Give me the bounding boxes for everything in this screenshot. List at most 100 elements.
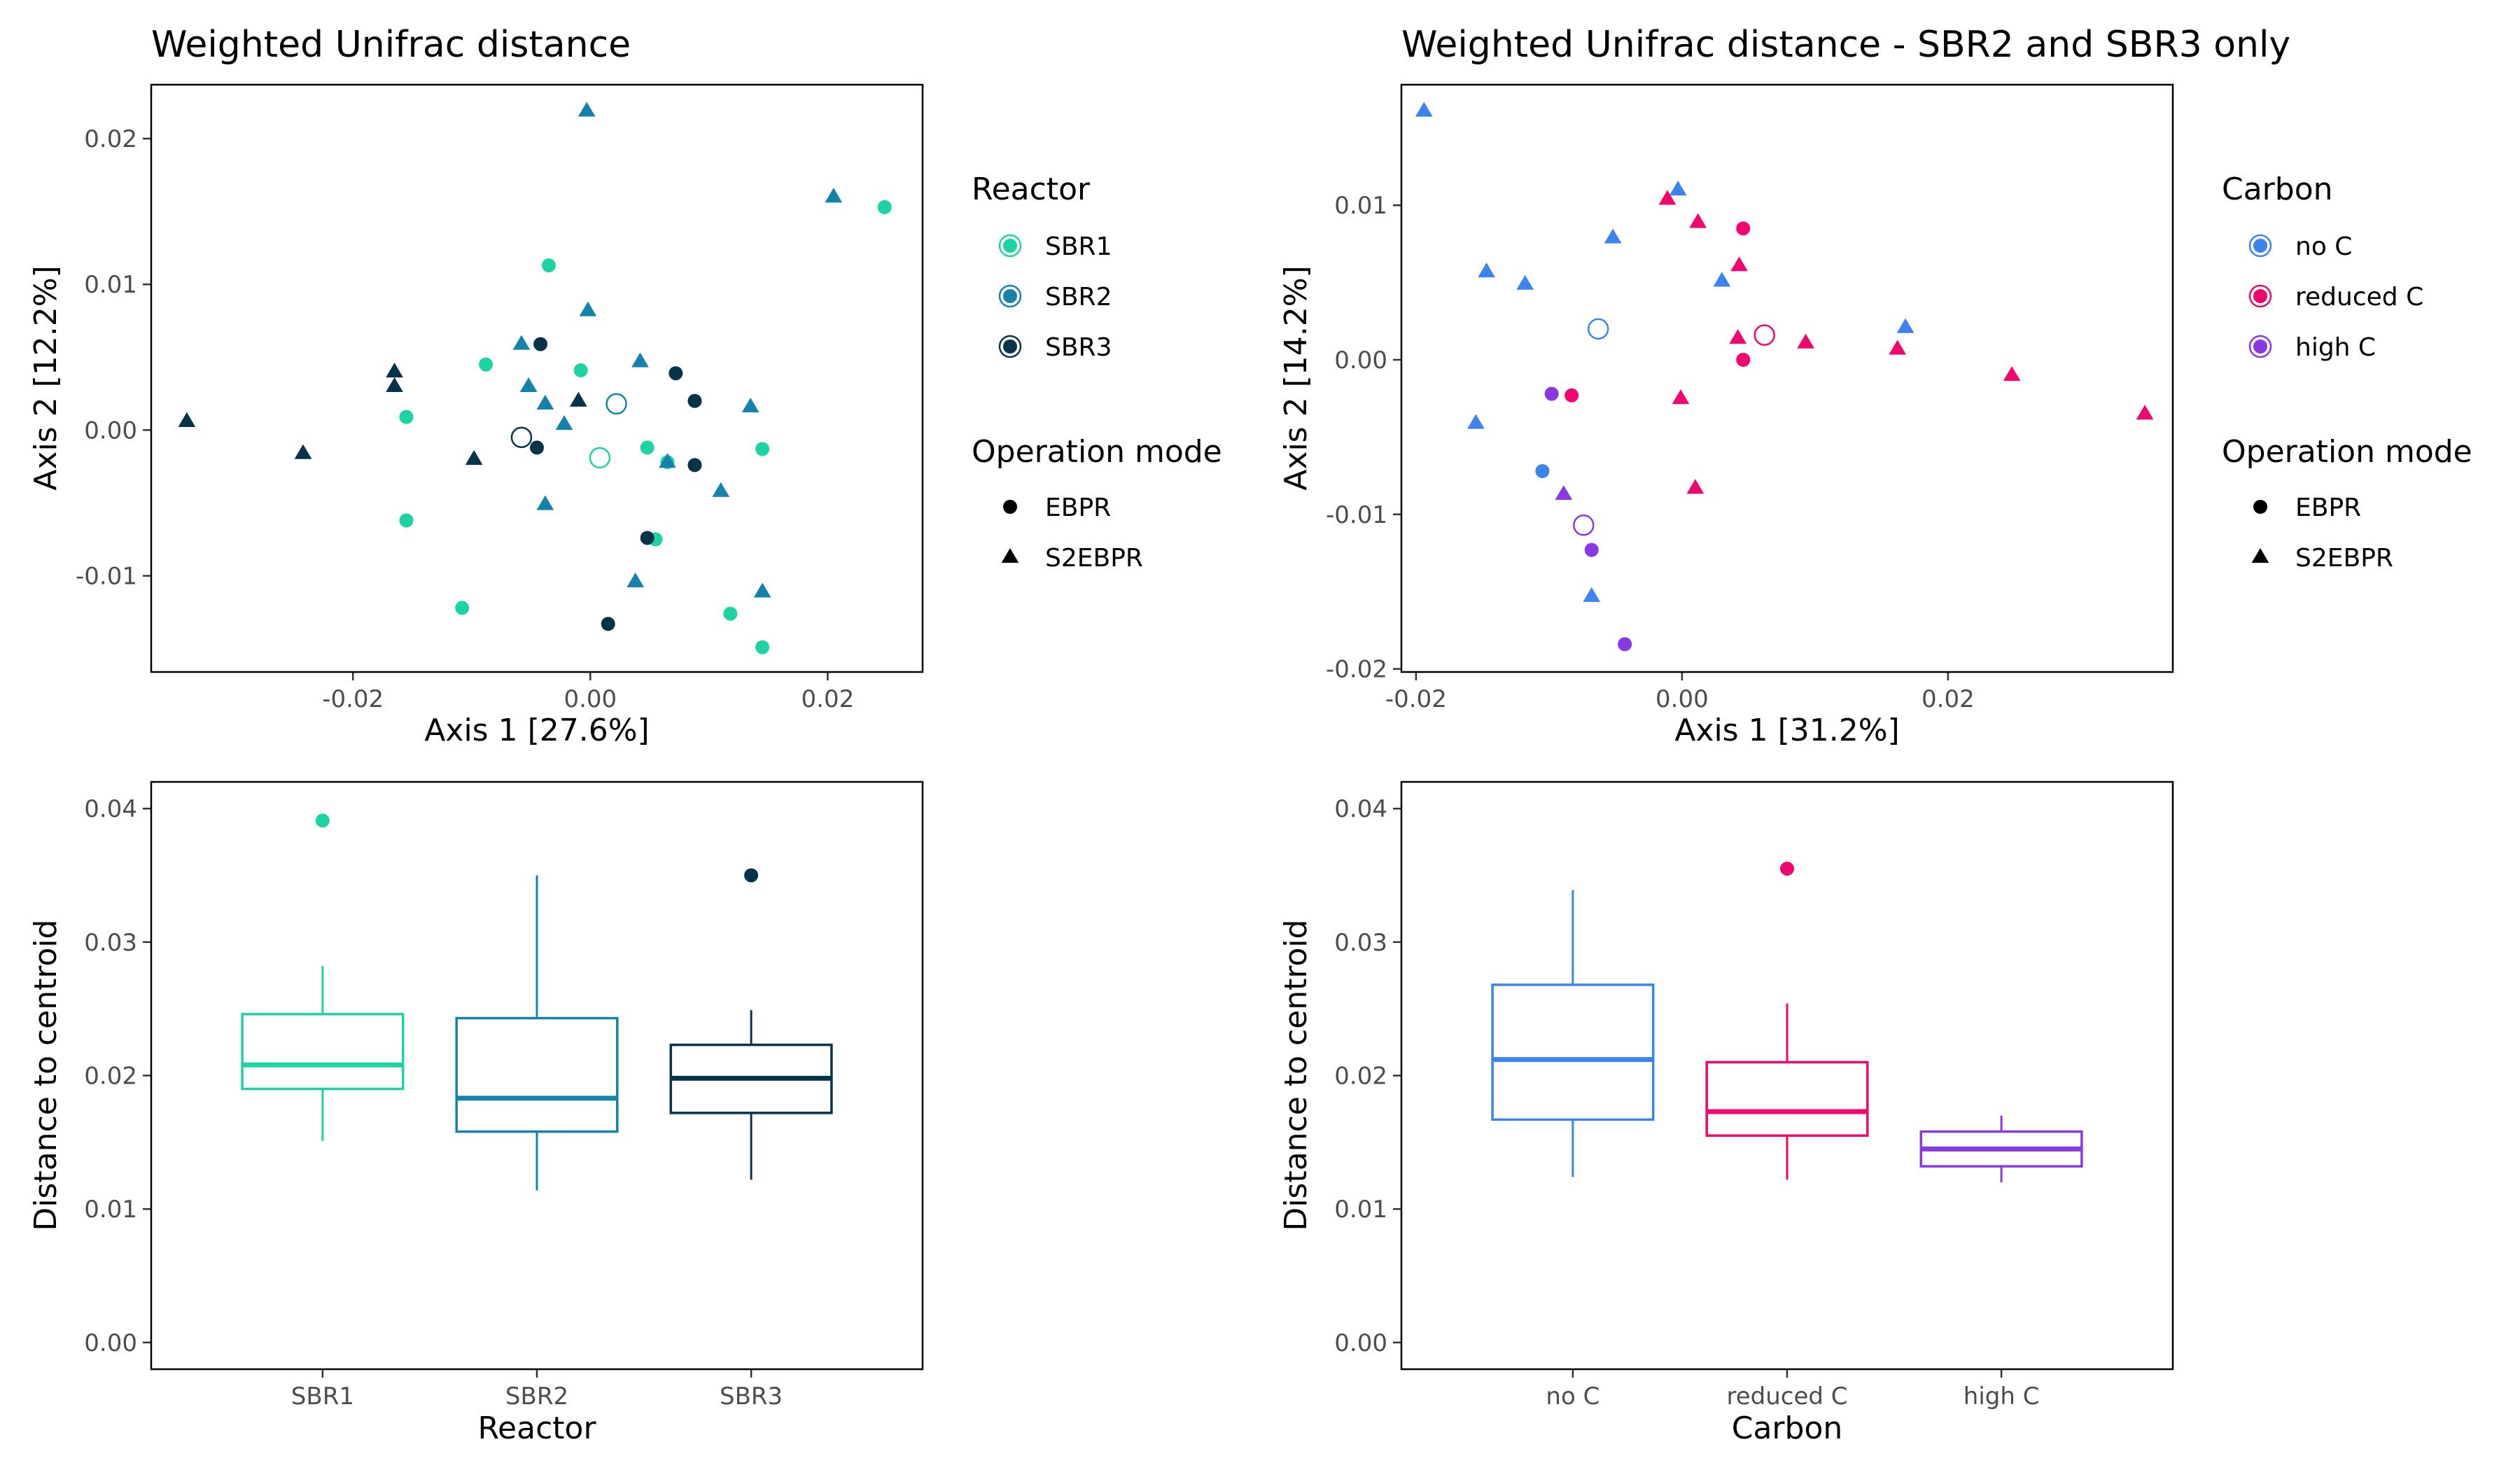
legend-shape-entries: EBPR S2EBPR — [1001, 493, 1143, 573]
x-ticks: SBR1 SBR2 SBR3 — [291, 1369, 783, 1410]
x-tick-label: -0.02 — [322, 685, 384, 713]
y-axis-label: Distance to centroid — [28, 919, 64, 1231]
y-tick-label: 0.01 — [84, 271, 137, 299]
legend-label: S2EBPR — [2295, 544, 2393, 573]
data-point — [536, 394, 554, 410]
panel-carbon-pcoa: Weighted Unifrac distance - SBR2 and SBR… — [1278, 24, 2472, 748]
data-point — [668, 366, 683, 381]
data-point — [1555, 485, 1573, 500]
data-point — [1672, 389, 1690, 405]
centroid-marker — [1573, 514, 1595, 536]
outlier-point — [315, 813, 330, 828]
legend-key-ring — [2248, 335, 2272, 358]
legend-title: Operation mode — [2222, 434, 2472, 470]
legend-title: Carbon — [2222, 172, 2333, 207]
x-tick-label: high C — [1963, 1382, 2040, 1410]
panel-carbon-boxplot: 0.00 0.01 0.02 0.03 0.04 no C reduced C high C… — [1278, 780, 2174, 1446]
y-ticks: 0.00 0.01 0.02 0.03 0.04 — [84, 795, 151, 1357]
legend-carbon: Carbon no C reduced C high C — [2222, 172, 2423, 362]
box-iqr — [1705, 1060, 1869, 1138]
data-point — [753, 582, 771, 598]
centroid-marker — [606, 393, 627, 415]
data-point — [1564, 388, 1579, 402]
y-tick-label: 0.04 — [1334, 795, 1387, 823]
legend-label: high C — [2295, 333, 2376, 362]
data-point — [512, 335, 531, 350]
legend-key-dot — [2253, 289, 2267, 303]
data-point — [455, 601, 470, 615]
legend-key-ring — [2248, 234, 2272, 258]
data-point — [1584, 542, 1599, 557]
legend-color-entries: no C reduced C high C — [2248, 232, 2423, 362]
y-axis-label: Distance to centroid — [1278, 919, 1314, 1231]
plot-border — [1400, 780, 2174, 1371]
data-point — [1736, 221, 1751, 236]
data-point — [1729, 329, 1747, 344]
legend-key-dot — [1003, 239, 1017, 253]
legend-key-ring — [998, 335, 1022, 358]
x-tick-label: reduced C — [1726, 1382, 1847, 1410]
legend-title: Reactor — [972, 172, 1091, 207]
legend-key-dot — [1003, 340, 1017, 354]
data-point — [1415, 102, 1433, 117]
plot-border — [150, 83, 924, 673]
data-point — [1604, 228, 1622, 244]
legend-label: EBPR — [1045, 493, 1111, 522]
y-ticks: 0.00 0.01 0.02 0.03 0.04 — [1334, 795, 1401, 1357]
x-tick-label: SBR1 — [291, 1382, 354, 1410]
legend-title: Operation mode — [972, 434, 1222, 470]
data-point — [386, 363, 403, 378]
data-point — [1535, 463, 1550, 478]
centroid-marker — [1754, 324, 1775, 346]
data-point — [399, 410, 414, 424]
data-point — [1713, 272, 1731, 287]
data-point — [569, 391, 587, 407]
legend-key-ring — [998, 284, 1022, 308]
legend-key-dot — [1003, 289, 1017, 303]
plot-border — [1400, 83, 2174, 673]
box-iqr — [1491, 983, 1655, 1121]
legend-key-dot — [2253, 340, 2267, 354]
boxes — [1491, 861, 2083, 1183]
outlier-point — [1780, 861, 1794, 876]
y-tick-label: 0.01 — [1334, 1196, 1387, 1224]
y-tick-label: -0.02 — [1326, 656, 1387, 684]
data-point — [1797, 333, 1814, 349]
data-point — [659, 453, 676, 468]
data-point — [530, 440, 544, 455]
y-tick-label: -0.01 — [1326, 501, 1387, 529]
data-point — [1467, 414, 1485, 429]
plot-border — [150, 780, 924, 1371]
legend-key-triangle — [2251, 548, 2269, 564]
x-ticks: -0.02 0.00 0.02 — [1385, 672, 1975, 713]
legend-operation-mode: Operation mode EBPR S2EBPR — [2222, 434, 2472, 573]
x-tick-label: 0.00 — [564, 685, 617, 713]
x-axis-label: Reactor — [477, 1410, 596, 1446]
legend-label: SBR1 — [1045, 232, 1112, 261]
data-point — [2003, 366, 2021, 382]
data-point — [741, 398, 760, 413]
legend-label: SBR3 — [1045, 333, 1112, 362]
legend-label: SBR2 — [1045, 283, 1112, 312]
box-iqr — [455, 1016, 619, 1133]
data-point — [386, 377, 403, 393]
centroid-marker — [589, 447, 611, 469]
data-point — [687, 393, 702, 408]
scatter-points — [1415, 102, 2154, 652]
legend-shape-entries: EBPR S2EBPR — [2251, 493, 2393, 573]
data-point — [723, 606, 738, 621]
panel-reactor-boxplot: 0.00 0.01 0.02 0.03 0.04 SBR1 SBR2 SBR3 Reacto… — [28, 780, 924, 1446]
data-point — [1544, 386, 1559, 401]
x-axis-label: Axis 1 [31.2%] — [1674, 713, 1899, 748]
y-axis-label: Axis 2 [12.2%] — [28, 265, 64, 490]
y-tick-label: 0.00 — [1334, 1329, 1387, 1357]
data-point — [825, 188, 843, 203]
data-point — [573, 363, 588, 378]
legend-key-ring — [2248, 284, 2272, 308]
legend-label: reduced C — [2295, 283, 2423, 312]
box-iqr — [241, 1013, 405, 1091]
centroid-marker — [1587, 318, 1609, 340]
x-ticks: -0.02 0.00 0.02 — [322, 672, 854, 713]
x-tick-label: 0.00 — [1656, 685, 1709, 713]
